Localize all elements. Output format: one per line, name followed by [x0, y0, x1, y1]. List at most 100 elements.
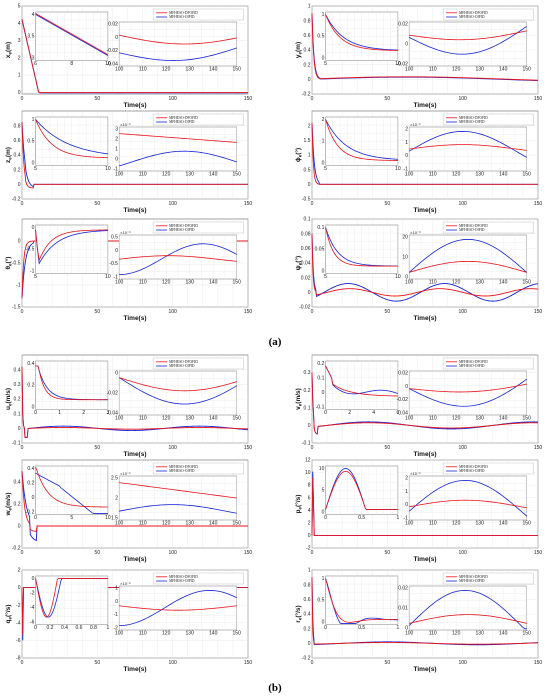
- inset-y-tick: -0.5: [26, 247, 35, 253]
- inset-x-tick: 0: [34, 515, 37, 521]
- inset-line-oipid: [118, 377, 237, 405]
- x-tick-label: 0: [21, 96, 24, 102]
- series-line-dfofid: [311, 477, 538, 536]
- inset-transient: 5 10 0 0.05 0.1: [315, 224, 401, 280]
- y-tick-label: 0.4: [14, 153, 21, 159]
- inset-y-tick: 0: [115, 599, 118, 605]
- inset-x-tick: 10: [105, 515, 111, 521]
- inset-y-tick: 0.5: [317, 598, 324, 604]
- inset-exponent: ×10⁻⁵: [120, 581, 131, 586]
- inset-steady: 100 110 120 130 140 150 -1 0 1 2×10⁻⁶: [404, 471, 532, 527]
- inset-line-dfofid: [409, 260, 527, 273]
- inset-line-oipid: [35, 14, 109, 56]
- inset-steady: 100 110 120 130 140 150 -2 -1 0 1×10⁻⁵: [114, 581, 242, 637]
- legend-box: [152, 221, 244, 234]
- inset-line-oipid: [325, 365, 399, 395]
- inset-steady: 100 110 120 130 140 150 -0.04 -0.02 0 0.02: [397, 371, 532, 422]
- inset-x-tick: 5: [324, 61, 327, 67]
- x-axis-label: Time(s): [124, 556, 147, 563]
- inset-exponent: ×10⁻⁵: [120, 471, 131, 476]
- inset-x-tick: 1: [396, 515, 399, 521]
- y-tick-label: 0.4: [14, 367, 21, 373]
- inset-x-tick: 140: [209, 280, 218, 286]
- inset-line-oipid: [119, 243, 237, 275]
- inset-y-tick: -0.02: [397, 61, 409, 67]
- inset-y-tick: 0.2: [27, 480, 34, 486]
- inset-x-tick: 140: [209, 416, 218, 422]
- y-tick-label: 12: [305, 458, 311, 464]
- legend-entry: MFHESO-OIPID: [459, 579, 485, 583]
- inset-x-tick: 100: [405, 172, 414, 178]
- x-tick-label: 100: [168, 550, 177, 556]
- y-tick-label: 1: [308, 568, 311, 574]
- inset-line-oipid: [325, 14, 398, 51]
- inset-y-tick: 0.02: [398, 22, 408, 28]
- legend-box: [442, 462, 534, 475]
- y-tick-label: 0.4: [304, 48, 311, 54]
- inset-steady: 100 110 120 130 140 150 0 0.01 0.02: [398, 586, 531, 637]
- series-line-dfofid: [21, 470, 248, 532]
- inset-y-tick: -2: [114, 625, 119, 631]
- y-tick-label: 0.1: [304, 217, 311, 223]
- y-tick-label: 0.1: [14, 411, 21, 417]
- y-tick-label: 0: [308, 77, 311, 83]
- inset-exponent: ×10⁻⁶: [410, 471, 421, 476]
- inset-y-tick: -0.5: [109, 261, 118, 267]
- inset-line-dfofid: [119, 605, 237, 611]
- inset-y-tick: 0: [405, 42, 408, 48]
- inset-x-tick: 110: [139, 416, 147, 422]
- inset-x-tick: 150: [233, 631, 242, 637]
- inset-x-tick: 0.5: [358, 625, 365, 631]
- inset-x-tick: 1: [106, 625, 109, 631]
- legend-entry: MFHESO-OIPID: [459, 228, 485, 232]
- y-tick-label: 0.2: [304, 62, 311, 68]
- inset-x-tick: 110: [139, 172, 147, 178]
- inset-y-tick: 0.1: [317, 225, 324, 231]
- inset-x-tick: 120: [452, 631, 461, 637]
- inset-line-dfofid: [325, 227, 398, 267]
- inset-x-tick: 150: [523, 67, 532, 73]
- inset-x-tick: 130: [476, 280, 485, 286]
- inset-y-tick: 0.02: [398, 586, 408, 592]
- inset-x-tick: 120: [452, 280, 461, 286]
- series-line-oipid: [311, 233, 539, 302]
- legend-box: [152, 113, 244, 126]
- legend-entry: MFHESO-DFOFID: [169, 575, 198, 579]
- inset-x-tick: 140: [209, 631, 218, 637]
- legend-entry: MFHESO-OIPID: [169, 579, 195, 583]
- inset-line-dfofid: [325, 14, 398, 51]
- inset-x-tick: 130: [186, 631, 195, 637]
- x-tick-label: 50: [385, 445, 391, 451]
- x-tick-label: 150: [534, 660, 543, 666]
- y-tick-label: 0: [308, 423, 311, 429]
- y-tick-label: 0: [18, 524, 21, 530]
- y-tick-label: -8: [16, 656, 21, 662]
- y-tick-label: 0.4: [14, 480, 21, 486]
- x-tick-label: 50: [95, 201, 101, 207]
- inset-y-tick: 0: [115, 156, 118, 162]
- inset-y-tick: 2: [405, 127, 408, 133]
- inset-steady: 100 110 120 130 140 150 -1 0 1 2×10⁻⁶: [404, 122, 532, 178]
- inset-line-oipid: [35, 119, 108, 155]
- y-tick-label: 0.2: [14, 502, 21, 508]
- inset-y-tick: -0.04: [107, 61, 119, 67]
- y-tick-label: -0.2: [302, 656, 311, 662]
- inset-x-tick: 100: [405, 280, 414, 286]
- inset-y-tick: 0.2: [27, 383, 34, 389]
- inset-y-tick: -0.02: [397, 397, 409, 403]
- inset-y-tick: 2: [115, 137, 118, 143]
- y-tick-label: -0.5: [302, 197, 311, 203]
- inset-x-tick: 100: [115, 172, 124, 178]
- inset-x-tick: 110: [139, 67, 147, 73]
- x-tick-label: 50: [385, 201, 391, 207]
- x-tick-label: 150: [244, 201, 253, 207]
- inset-y-tick: -0.2: [26, 509, 35, 515]
- inset-transient: 0 5 10-0.200.20.4: [26, 465, 111, 521]
- inset-x-tick: 120: [162, 67, 171, 73]
- inset-y-tick: -1: [404, 515, 409, 521]
- inset-x-tick: 140: [499, 172, 508, 178]
- inset-x-tick: 140: [209, 172, 218, 178]
